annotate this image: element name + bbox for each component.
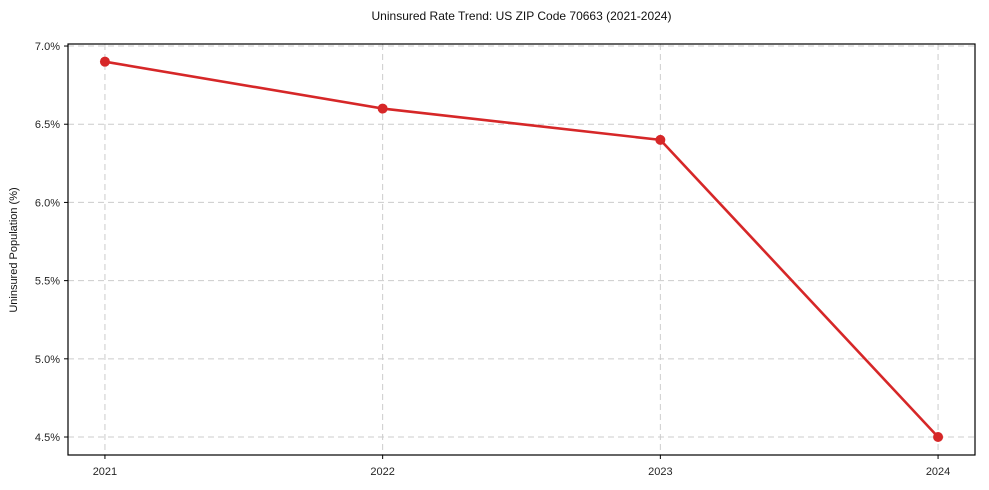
data-point (655, 134, 666, 145)
data-point (933, 432, 944, 443)
y-axis-label: Uninsured Population (%) (8, 187, 20, 313)
y-tick-label: 6.5% (35, 119, 60, 131)
data-point (377, 103, 388, 114)
data-line (103, 60, 940, 439)
plot-border (67, 43, 976, 456)
x-tick-label: 2021 (93, 466, 117, 478)
x-tick-label: 2022 (370, 466, 394, 478)
y-tick-label: 5.0% (35, 354, 60, 366)
y-tick-label: 4.5% (35, 432, 60, 444)
x-tick-label: 2024 (926, 466, 950, 478)
x-tick-label: 2023 (648, 466, 672, 478)
y-tick-label: 5.5% (35, 276, 60, 288)
data-point (99, 56, 110, 67)
y-tick-label: 7.0% (35, 41, 60, 53)
y-tick-label: 6.0% (35, 197, 60, 209)
chart-title: Uninsured Rate Trend: US ZIP Code 70663 … (371, 9, 672, 23)
